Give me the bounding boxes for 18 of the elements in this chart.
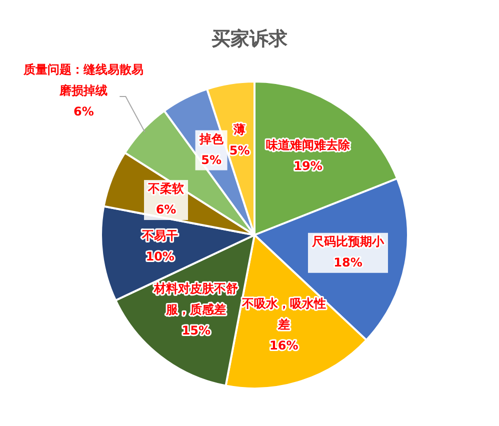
chart-title: 买家诉求: [210, 27, 288, 52]
slice-label: 不易干: [141, 228, 178, 243]
data-label: 19%: [294, 158, 322, 173]
data-label: 15%: [182, 323, 211, 338]
slice-label: 味道难闻难去除: [266, 138, 351, 152]
data-label: 18%: [334, 255, 362, 270]
data-label: 10%: [146, 250, 174, 264]
data-label: 16%: [270, 338, 298, 353]
slice-label: 掉色: [198, 132, 224, 146]
slice-label: 材料对皮肤不舒服，质感差: [153, 281, 238, 316]
slice-label: 尺码比预期小: [310, 234, 385, 248]
data-label: 5%: [201, 152, 222, 167]
data-label: 5%: [229, 144, 250, 158]
slice-label: 薄: [232, 122, 246, 137]
slice-label: 不柔软: [147, 182, 186, 196]
data-label: 6%: [156, 202, 176, 217]
slice-label: 质量问题：缝线易散易磨损掉绒: [22, 62, 144, 98]
data-label: 6%: [73, 104, 94, 119]
